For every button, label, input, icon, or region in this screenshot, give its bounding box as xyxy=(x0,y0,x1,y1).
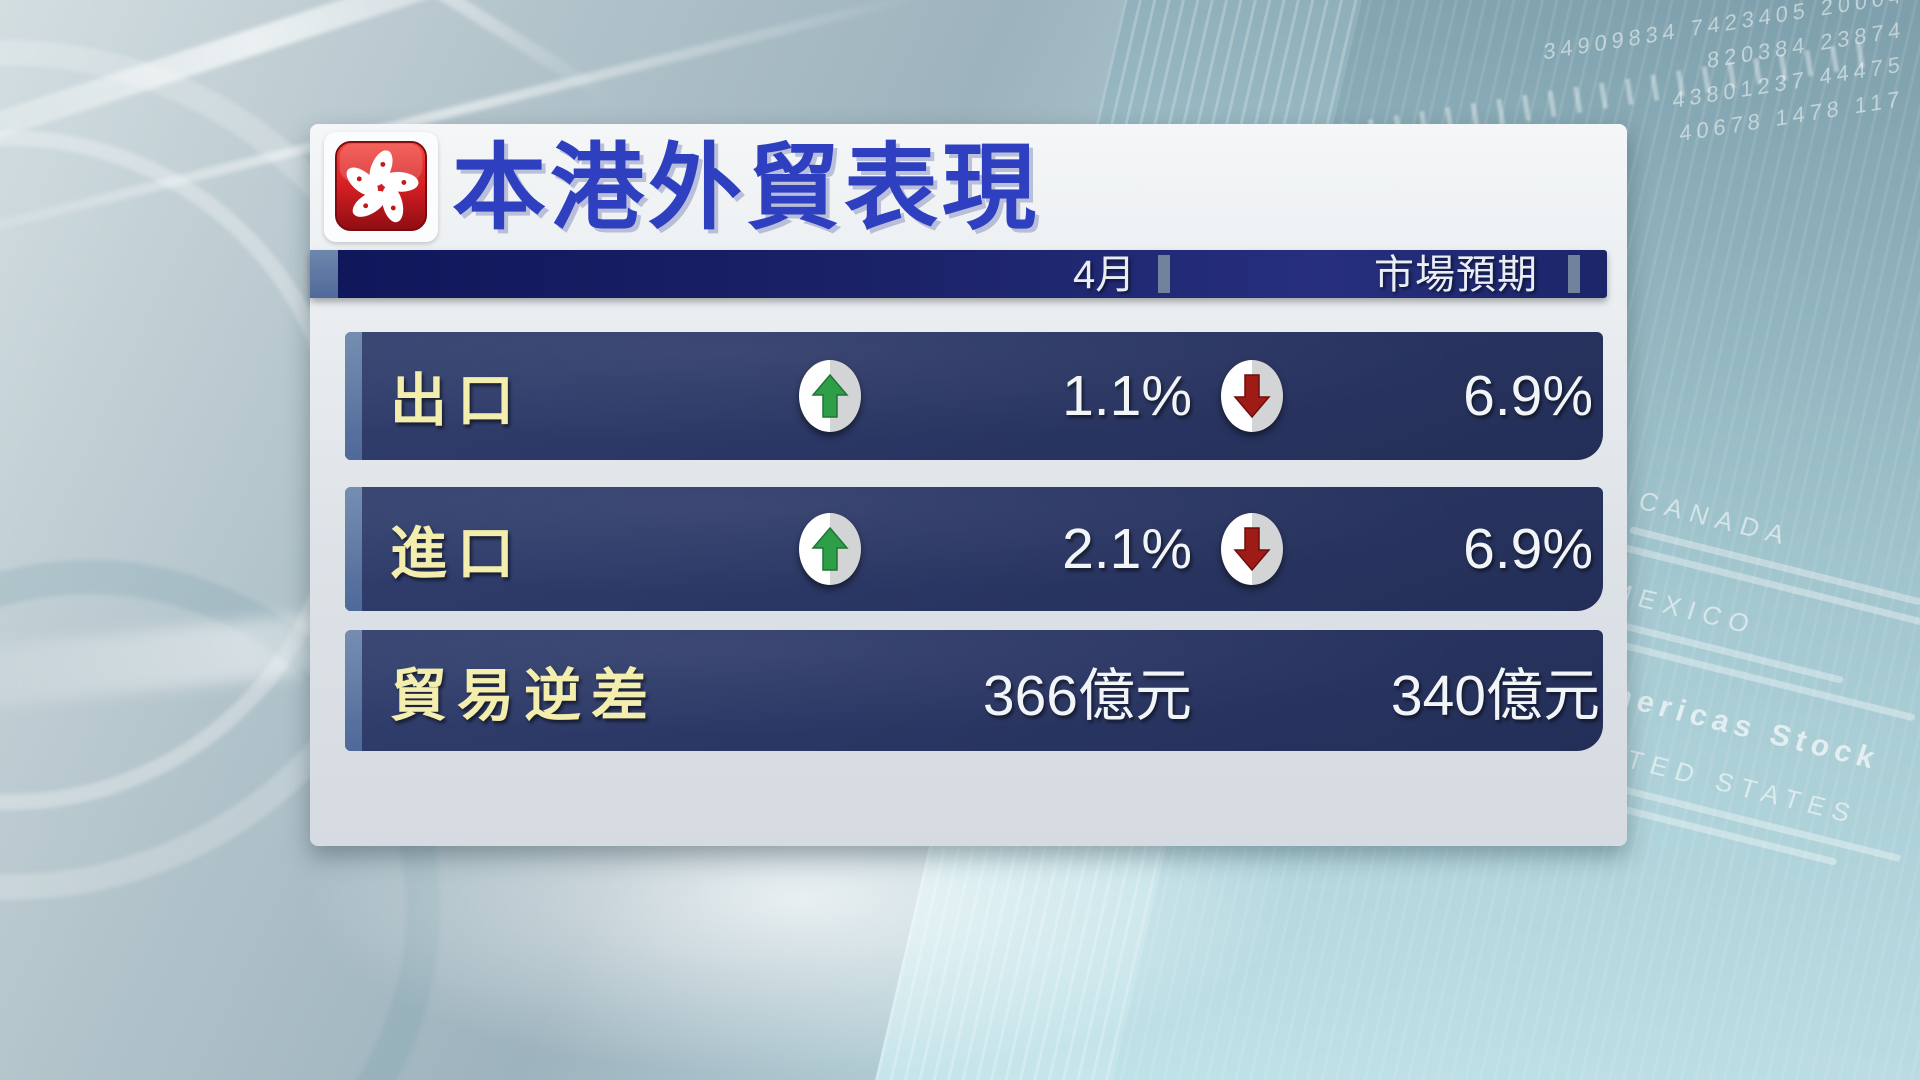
table-row-imports: 進口 2.1% 6.9% xyxy=(345,487,1603,611)
value-forecast: 6.9% xyxy=(1463,517,1593,581)
column-header-april: 4月 xyxy=(1073,253,1136,297)
table-row-trade-deficit: 貿易逆差 366億元 340億元 xyxy=(345,630,1603,751)
value-forecast: 340億元 xyxy=(1390,663,1600,728)
row-label: 出口 xyxy=(390,369,524,433)
down-arrow-icon xyxy=(1233,374,1271,419)
down-arrow-icon xyxy=(1233,527,1271,572)
up-arrow-icon xyxy=(811,373,849,418)
trade-performance-panel: 本港外貿表現 4月 市場預期 出口 1.1% 6.9% xyxy=(310,124,1627,846)
up-indicator xyxy=(799,513,861,585)
up-indicator xyxy=(799,360,861,432)
page-title: 本港外貿表現 xyxy=(452,135,1041,240)
down-indicator xyxy=(1221,513,1283,585)
flag-chip xyxy=(324,132,438,242)
value-forecast: 6.9% xyxy=(1463,364,1593,428)
column-separator xyxy=(1158,255,1170,293)
down-indicator xyxy=(1221,360,1283,432)
table-row-exports: 出口 1.1% 6.9% xyxy=(345,332,1603,460)
value-april: 366億元 xyxy=(982,663,1192,728)
column-header-forecast: 市場預期 xyxy=(1374,253,1538,297)
row-label: 進口 xyxy=(390,522,524,586)
background-glow xyxy=(300,820,1300,1080)
value-april: 1.1% xyxy=(1062,364,1192,428)
header-left-cap xyxy=(310,250,338,298)
row-label: 貿易逆差 xyxy=(390,663,658,728)
table-header-bar: 4月 市場預期 xyxy=(310,250,1607,298)
column-separator xyxy=(1568,255,1580,293)
up-arrow-icon xyxy=(811,526,849,571)
hk-bauhinia-flag-icon xyxy=(335,140,427,232)
value-april: 2.1% xyxy=(1062,517,1192,581)
